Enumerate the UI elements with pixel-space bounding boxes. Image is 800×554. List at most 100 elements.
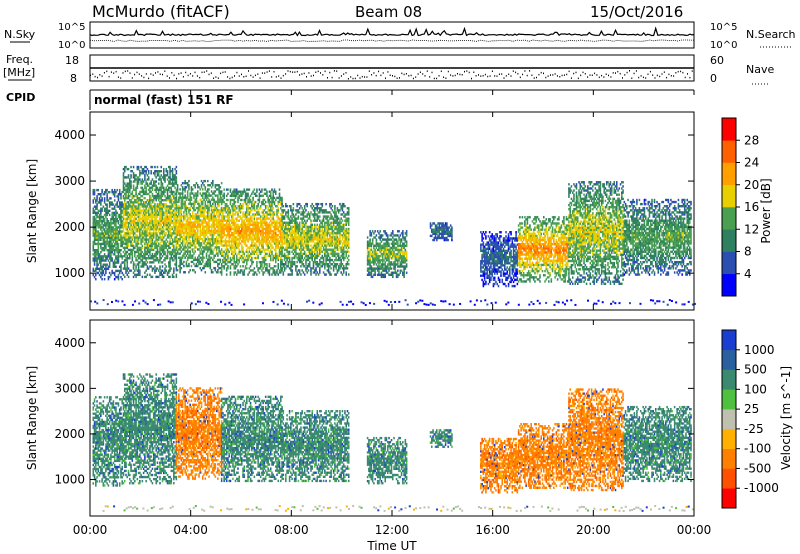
echo-cell [144, 215, 146, 218]
echo-cell [259, 240, 262, 243]
echo-cell [120, 217, 122, 221]
echo-cell [145, 246, 147, 250]
echo-cell [208, 258, 210, 262]
echo-cell [223, 207, 225, 210]
echo-cell [164, 259, 166, 262]
echo-cell [118, 269, 121, 273]
echo-cell [281, 248, 283, 251]
nave-mark [487, 75, 489, 78]
echo-cell [278, 271, 281, 274]
echo-cell [137, 236, 140, 239]
echo-cell [273, 256, 276, 260]
echo-cell [246, 229, 248, 233]
echo-cell [276, 254, 278, 258]
echo-cell [200, 244, 203, 247]
echo-cell [134, 199, 136, 202]
echo-cell [217, 215, 219, 218]
echo-cell [194, 217, 196, 220]
nave-mark [457, 73, 458, 75]
echo-cell [237, 227, 239, 231]
echo-cell [296, 242, 298, 245]
echo-cell [199, 266, 202, 270]
echo-cell [258, 213, 261, 216]
echo-cell [147, 242, 150, 245]
nave-mark [529, 70, 531, 72]
echo-cell [263, 198, 266, 202]
echo-cell [93, 232, 96, 235]
echo-cell [233, 238, 236, 241]
echo-cell [232, 194, 234, 198]
echo-cell [249, 265, 252, 268]
echo-cell [97, 226, 100, 229]
echo-cell [194, 240, 196, 243]
echo-cell [110, 232, 112, 235]
echo-cell [280, 269, 282, 272]
echo-cell [218, 186, 220, 189]
echo-cell [244, 211, 247, 214]
echo-cell [214, 266, 217, 270]
echo-cell [118, 207, 121, 210]
echo-cell [220, 265, 223, 268]
echo-cell [222, 229, 224, 233]
echo-cell [222, 265, 224, 268]
echo-cell [273, 196, 276, 200]
nave-mark [673, 75, 675, 77]
echo-cell [274, 246, 277, 249]
echo-cell [194, 213, 196, 216]
echo-cell [286, 258, 288, 262]
echo-cell [161, 273, 164, 276]
echo-cell [194, 219, 196, 222]
echo-cell [272, 231, 275, 235]
echo-cell [146, 267, 149, 270]
echo-cell [281, 202, 283, 206]
echo-cell [280, 267, 282, 270]
echo-cell [241, 227, 243, 231]
echo-cell [117, 259, 120, 262]
echo-cell [267, 217, 269, 220]
echo-cell [111, 226, 113, 229]
echo-cell [150, 215, 152, 218]
echo-cell [146, 273, 149, 276]
echo-cell [100, 207, 102, 210]
echo-cell [217, 237, 219, 241]
echo-cell [175, 259, 178, 262]
echo-cell [156, 211, 159, 214]
echo-cell [271, 217, 273, 220]
echo-cell [123, 259, 126, 262]
echo-cell [193, 217, 195, 220]
echo-cell [108, 230, 111, 233]
echo-cell [110, 228, 112, 231]
echo-cell [160, 232, 163, 235]
echo-cell [204, 215, 207, 218]
echo-cell [121, 230, 124, 233]
echo-cell [224, 223, 227, 227]
echo-cell [132, 244, 135, 247]
echo-cell [232, 215, 234, 218]
echo-cell [296, 252, 298, 256]
echo-cell [224, 215, 227, 218]
echo-cell [264, 252, 267, 256]
echo-cell [150, 228, 152, 231]
echo-cell [256, 260, 258, 264]
echo-cell [147, 267, 150, 270]
nave-mark [229, 77, 231, 80]
echo-cell [110, 273, 112, 277]
echo-cell [223, 234, 225, 237]
echo-cell [227, 244, 229, 247]
echo-cell [232, 238, 234, 241]
echo-cell [256, 190, 258, 193]
echo-cell [141, 263, 144, 266]
echo-cell [228, 207, 230, 210]
echo-cell [238, 225, 241, 229]
echo-cell [154, 225, 156, 229]
echo-cell [212, 250, 214, 253]
echo-cell [277, 242, 280, 245]
echo-cell [194, 250, 196, 253]
echo-cell [106, 255, 108, 258]
echo-cell [103, 209, 106, 212]
echo-cell [205, 252, 208, 255]
echo-cell [188, 235, 190, 239]
echo-cell [228, 238, 230, 241]
echo-cell [129, 248, 131, 252]
echo-cell [209, 266, 212, 270]
